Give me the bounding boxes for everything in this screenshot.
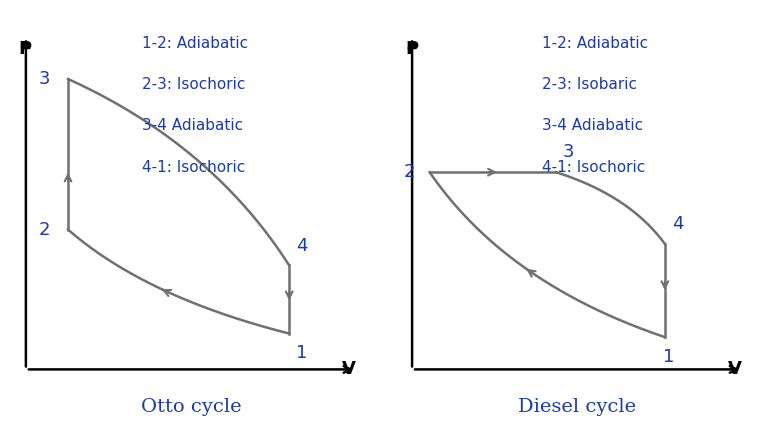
Text: 3: 3 [563, 143, 574, 162]
Text: 3-4 Adiabatic: 3-4 Adiabatic [542, 118, 643, 133]
Text: 4-1: Isochoric: 4-1: Isochoric [142, 160, 245, 175]
Text: 1: 1 [663, 348, 674, 366]
Text: 2: 2 [39, 221, 51, 238]
Text: 2-3: Isobaric: 2-3: Isobaric [542, 77, 637, 92]
Text: 4-1: Isochoric: 4-1: Isochoric [542, 160, 645, 175]
Text: 1: 1 [296, 344, 308, 362]
Text: 1-2: Adiabatic: 1-2: Adiabatic [142, 36, 248, 51]
Text: 2-3: Isochoric: 2-3: Isochoric [142, 77, 245, 92]
Text: 3: 3 [39, 70, 51, 88]
Text: P: P [19, 40, 32, 57]
Text: Diesel cycle: Diesel cycle [518, 398, 636, 416]
Text: 1-2: Adiabatic: 1-2: Adiabatic [542, 36, 648, 51]
Text: P: P [405, 40, 419, 57]
Text: V: V [342, 360, 356, 378]
Text: Otto cycle: Otto cycle [141, 398, 241, 416]
Text: 2: 2 [404, 163, 415, 181]
Text: 4: 4 [672, 215, 684, 233]
Text: 3-4 Adiabatic: 3-4 Adiabatic [142, 118, 243, 133]
Text: V: V [728, 360, 742, 378]
Text: 4: 4 [296, 237, 308, 255]
